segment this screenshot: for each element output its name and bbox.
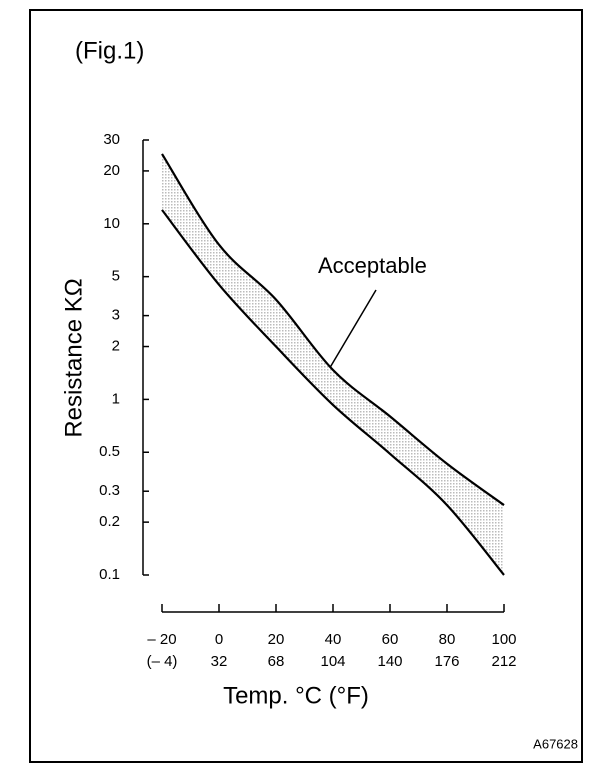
x2-tick-label: 212 xyxy=(491,653,516,670)
curve xyxy=(161,209,505,576)
y-tick-label: 3 xyxy=(112,307,120,324)
annotation: Acceptable xyxy=(318,253,427,278)
x-tick-label: 0 xyxy=(215,631,223,648)
y-tick-label: 5 xyxy=(112,268,120,285)
x-tick-label: 40 xyxy=(325,631,342,648)
x-tick-label: 20 xyxy=(268,631,285,648)
acceptable-band xyxy=(162,153,504,575)
x2-tick-label: 176 xyxy=(434,653,459,670)
y-tick-label: 10 xyxy=(103,215,120,232)
x2-tick-label: 32 xyxy=(211,653,228,670)
y-tick-label: 1 xyxy=(112,390,120,407)
x2-tick-label: 140 xyxy=(377,653,402,670)
figure-label: (Fig.1) xyxy=(75,37,144,64)
y-tick-label: 0.5 xyxy=(99,443,120,460)
x-tick-label: 80 xyxy=(439,631,456,648)
x2-tick-label: 68 xyxy=(268,653,285,670)
x2-tick-label: (– 4) xyxy=(147,653,178,670)
x-tick-label: 60 xyxy=(382,631,399,648)
y-tick-label: 2 xyxy=(112,337,120,354)
y-tick-label: 0.3 xyxy=(99,482,120,499)
annotation-leader xyxy=(324,289,377,377)
y-tick-label: 0.1 xyxy=(99,566,120,583)
x-tick-label: – 20 xyxy=(147,631,176,648)
y-tick-label: 20 xyxy=(103,162,120,179)
figure-code: A67628 xyxy=(533,736,578,751)
curve xyxy=(161,153,505,507)
y-axis-label: Resistance KΩ xyxy=(60,278,87,437)
y-tick-label: 30 xyxy=(103,131,120,148)
x-axis-label: Temp. °C (°F) xyxy=(223,682,369,709)
y-tick-label: 0.2 xyxy=(99,513,120,530)
frame xyxy=(29,9,583,763)
x2-tick-label: 104 xyxy=(320,653,345,670)
x-tick-label: 100 xyxy=(491,631,516,648)
